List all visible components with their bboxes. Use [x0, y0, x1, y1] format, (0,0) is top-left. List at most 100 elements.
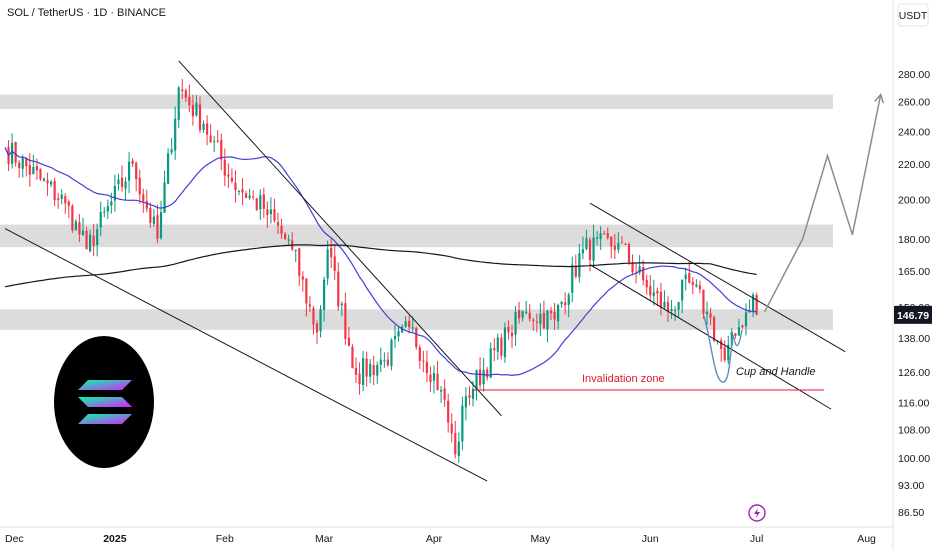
price-axis[interactable]: 86.50 93.00 100.00 108.00 116.00 126.00 138.00…	[892, 0, 930, 550]
trendlines	[4, 60, 846, 482]
channel-upper-trendline[interactable]	[589, 202, 846, 353]
ma-fast-line	[4, 147, 757, 377]
candle	[688, 261, 691, 284]
candle	[96, 223, 99, 257]
candle	[507, 320, 510, 340]
currency-button-frame[interactable]	[897, 3, 929, 27]
candle	[631, 254, 634, 276]
candle	[308, 296, 312, 313]
channel-lower-trendline[interactable]	[589, 264, 832, 410]
candle	[486, 366, 489, 381]
candle	[369, 359, 372, 384]
candle	[177, 86, 180, 129]
candle	[131, 157, 134, 168]
candle	[298, 247, 301, 286]
time-axis[interactable]: Dec 2025 Feb Mar Apr May Jun Jul Aug	[0, 526, 893, 545]
candle	[156, 204, 159, 244]
candle	[645, 274, 648, 295]
candle	[209, 123, 212, 143]
zone-0	[0, 94, 833, 109]
candle	[624, 242, 627, 245]
candle	[202, 120, 205, 133]
candle	[152, 209, 156, 227]
candle	[528, 304, 531, 322]
candle	[220, 133, 223, 171]
candle	[751, 292, 755, 318]
support-resistance-zones	[0, 94, 833, 330]
zone-2	[0, 309, 833, 330]
candle	[85, 226, 88, 250]
candle	[525, 300, 528, 315]
candle	[18, 159, 21, 178]
candle	[727, 335, 730, 365]
candle	[744, 303, 748, 336]
candle	[585, 229, 588, 251]
candle	[496, 333, 499, 360]
candle	[581, 236, 585, 260]
candle	[103, 207, 106, 218]
candle	[737, 318, 741, 336]
candle	[429, 366, 432, 392]
symbol-title: SOL / TetherUS · 1D · BINANCE	[7, 7, 166, 19]
candle	[464, 387, 468, 421]
candle	[361, 350, 365, 392]
candle	[457, 432, 460, 463]
candle	[681, 279, 684, 314]
candle	[510, 324, 514, 349]
candle	[287, 234, 290, 246]
wedge-upper-trendline[interactable]	[178, 60, 502, 417]
candle	[493, 337, 496, 362]
candle	[702, 289, 705, 320]
candle	[248, 188, 251, 200]
projection-path[interactable]	[763, 94, 882, 313]
wedge-lower-trendline[interactable]	[4, 228, 488, 482]
candle	[404, 316, 407, 328]
candle	[135, 161, 138, 192]
candle	[705, 301, 709, 325]
candle	[88, 229, 92, 253]
moving-averages	[4, 147, 757, 377]
candle	[269, 197, 273, 224]
candle	[500, 333, 503, 360]
candle	[553, 302, 556, 330]
x-tick-label: Dec	[5, 533, 24, 545]
candle	[670, 300, 673, 319]
candle	[276, 212, 280, 235]
candle	[514, 305, 517, 346]
candle	[443, 379, 446, 407]
candle	[347, 326, 351, 347]
candle	[649, 275, 652, 301]
candle	[166, 148, 170, 185]
candle	[28, 153, 31, 187]
candle	[439, 386, 443, 403]
candle	[592, 224, 595, 268]
candle	[613, 234, 616, 259]
candle	[376, 361, 379, 384]
candle	[326, 240, 329, 286]
y-tick-label: 280.00	[898, 69, 930, 81]
candle	[606, 227, 609, 240]
candle	[230, 168, 234, 184]
annotations: Invalidation zone Cup and Handle	[473, 92, 885, 391]
candle	[365, 351, 368, 387]
candle	[603, 230, 606, 235]
candle	[461, 396, 464, 451]
candle	[532, 317, 535, 331]
candle	[57, 192, 60, 209]
candle	[223, 148, 226, 187]
candle	[599, 226, 602, 250]
candle	[734, 333, 737, 339]
candle	[39, 168, 42, 181]
y-tick-label: 260.00	[898, 97, 930, 109]
x-tick-label: Jul	[750, 533, 763, 545]
y-tick-label: 116.00	[898, 398, 929, 410]
candle	[617, 232, 620, 254]
candle	[252, 190, 255, 200]
candle	[642, 259, 645, 286]
candle	[32, 154, 35, 175]
candle	[386, 352, 390, 368]
currency-button[interactable]: USDT	[899, 10, 928, 22]
candle	[21, 154, 24, 178]
lightning-icon[interactable]	[748, 504, 766, 522]
